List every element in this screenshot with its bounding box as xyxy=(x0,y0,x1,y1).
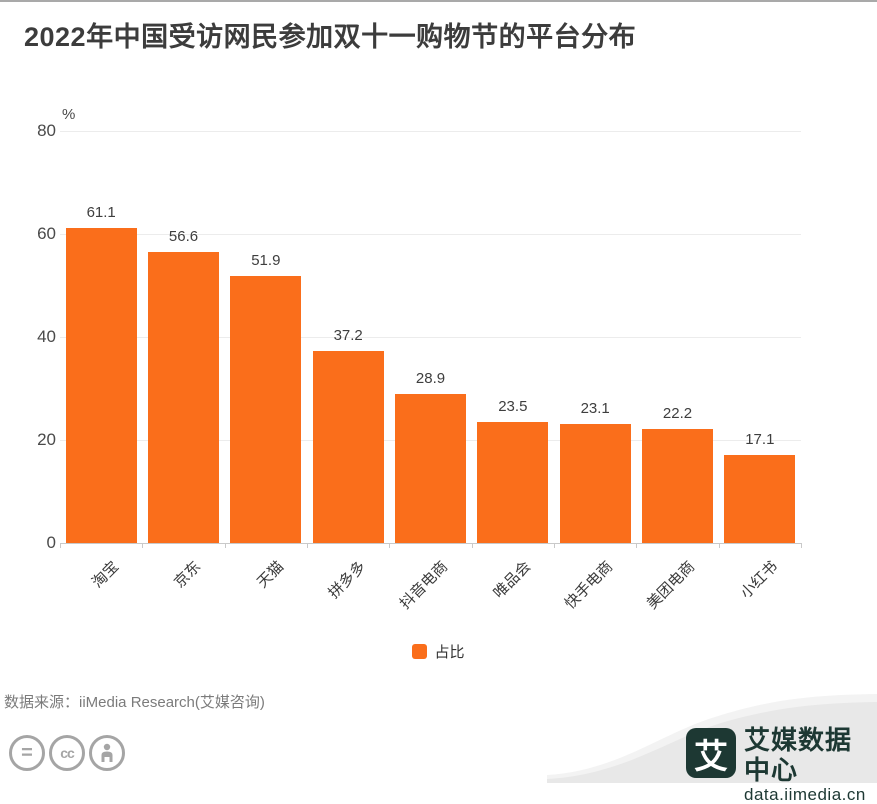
bar-value-label: 56.6 xyxy=(168,227,199,245)
equals-icon: = xyxy=(9,735,45,771)
x-axis-tick xyxy=(471,543,473,548)
plot-area: 0 20 40 60 80 61.1 淘宝 56.6 京东 51.9 天猫 37.2 拼多多 28.9 抖音… xyxy=(37,121,802,613)
bar-value-label: 23.1 xyxy=(580,400,610,418)
license-icons: = cc xyxy=(9,735,125,771)
x-axis-label: 抖音电商 xyxy=(397,558,452,613)
bar-value-label: 22.2 xyxy=(662,404,693,422)
y-axis-tick-label: 60 xyxy=(37,224,56,243)
x-axis-line xyxy=(60,543,801,544)
y-axis-tick-label: 20 xyxy=(37,430,56,449)
gridline xyxy=(60,131,801,132)
bar-快手电商[interactable] xyxy=(559,424,631,543)
y-axis-tick-label: 80 xyxy=(37,121,56,140)
x-axis-label: 快手电商 xyxy=(561,558,617,613)
brand-logo-char: 艾 xyxy=(694,737,728,776)
x-axis-label: 天猫 xyxy=(253,558,287,592)
source-text: 数据来源：iiMedia Research(艾媒咨询) xyxy=(4,694,265,711)
person-icon xyxy=(89,735,125,771)
cc-icon: cc xyxy=(49,735,85,771)
brand-domain: data.iimedia.cn xyxy=(744,785,866,804)
x-axis-label: 京东 xyxy=(171,558,205,592)
legend-label: 占比 xyxy=(434,644,465,661)
bar-value-label: 61.1 xyxy=(86,204,116,222)
x-axis-tick xyxy=(389,543,391,548)
x-axis-tick xyxy=(142,543,144,548)
x-axis-tick xyxy=(307,543,308,548)
bar-京东[interactable] xyxy=(148,251,219,543)
brand-text: 艾媒数据中心 data.iimedia.cn xyxy=(744,725,877,804)
bar-淘宝[interactable] xyxy=(65,228,137,543)
bar-value-label: 37.2 xyxy=(333,327,363,345)
brand-name: 艾媒数据中心 xyxy=(744,725,853,785)
page-title: 2022年中国受访网民参加双十一购物节的平台分布 xyxy=(24,22,637,52)
bar-小红书[interactable] xyxy=(724,454,796,543)
bar-美团电商[interactable] xyxy=(642,428,713,543)
x-axis-tick xyxy=(554,543,555,548)
bar-value-label: 17.1 xyxy=(745,430,775,448)
gridline xyxy=(60,234,801,235)
bar-value-label: 51.9 xyxy=(251,251,281,269)
bar-天猫[interactable] xyxy=(230,275,302,543)
x-axis-label: 拼多多 xyxy=(325,558,370,602)
x-axis-tick xyxy=(801,543,802,548)
legend-swatch xyxy=(412,644,428,659)
x-axis-label: 小红书 xyxy=(737,558,781,602)
legend[interactable]: 占比 xyxy=(0,641,877,662)
bar-value-label: 23.5 xyxy=(498,397,528,415)
bar-抖音电商[interactable] xyxy=(395,394,466,543)
y-axis-unit-label: % xyxy=(62,106,76,123)
gridline xyxy=(60,337,801,338)
x-axis-label: 淘宝 xyxy=(89,558,123,592)
x-axis-tick xyxy=(224,543,226,548)
bar-value-label: 28.9 xyxy=(415,370,446,388)
x-axis-tick xyxy=(636,543,638,548)
x-axis-tick xyxy=(60,543,61,548)
y-axis-tick-label: 40 xyxy=(37,327,56,346)
x-axis-label: 美团电商 xyxy=(644,558,699,613)
x-axis-tick xyxy=(718,543,720,548)
brand-logo: 艾 xyxy=(686,728,736,778)
bar-唯品会[interactable] xyxy=(477,421,549,543)
y-axis-tick-label: 0 xyxy=(46,533,56,552)
x-axis-label: 唯品会 xyxy=(490,558,534,602)
bar-拼多多[interactable] xyxy=(312,351,384,543)
